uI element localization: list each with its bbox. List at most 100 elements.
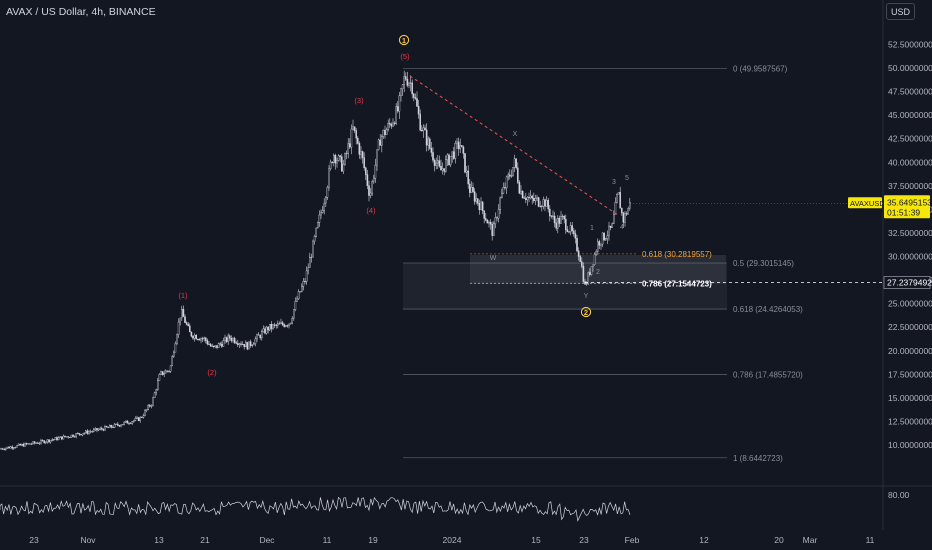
candle-body (112, 426, 114, 428)
candle-body (558, 218, 561, 224)
crosshair-price: 27.2379492 (887, 278, 932, 288)
candle-body (4, 447, 7, 450)
candle-body (267, 326, 270, 331)
candle-body (549, 208, 551, 217)
candle-body (376, 149, 378, 166)
candle-body (408, 83, 410, 86)
candle-body (293, 309, 295, 319)
candle-body (67, 436, 69, 438)
candle-body (273, 324, 276, 326)
candle-body (422, 127, 425, 132)
candle-body (561, 215, 564, 217)
candle-body (201, 338, 204, 340)
candle-body (249, 341, 252, 346)
time-tick: 19 (368, 535, 378, 545)
candle-body (140, 416, 143, 418)
candle-body (357, 137, 359, 144)
candle-body (166, 370, 169, 372)
candle-body (425, 129, 428, 146)
candle-body (424, 127, 426, 131)
candle-body (382, 129, 385, 137)
candle-body (413, 93, 415, 98)
candle-body (334, 155, 337, 164)
candle-body (206, 340, 209, 345)
candle-body (456, 141, 458, 144)
fib-zone-target (470, 255, 726, 284)
candle-body (608, 225, 610, 236)
candle-body (96, 428, 98, 431)
time-tick: Mar (803, 535, 818, 545)
candle-body (286, 325, 289, 327)
candle-body (289, 322, 292, 325)
candle-body (291, 318, 294, 324)
candle-body (261, 331, 263, 339)
candle-body (301, 286, 303, 292)
candle-body (104, 426, 106, 431)
price-tick: 15.0000000 (888, 393, 932, 403)
candle-body (192, 335, 194, 339)
candle-body (566, 229, 569, 232)
candle-body (520, 190, 522, 194)
candle-body (437, 160, 439, 164)
candle-body (592, 264, 594, 267)
candle-body (297, 291, 300, 300)
candle-body (312, 240, 314, 258)
candle-body (172, 351, 175, 357)
candle-body (616, 194, 618, 203)
candle-body (313, 236, 316, 242)
candle-body (158, 374, 161, 381)
candle-body (397, 106, 399, 112)
candle-body (475, 198, 478, 202)
candle-body (100, 428, 103, 430)
candle-body (220, 343, 223, 347)
candle-body (252, 343, 255, 346)
candle-body (1, 448, 4, 450)
candle-body (105, 426, 108, 428)
price-tick: 40.0000000 (888, 157, 932, 167)
currency-button[interactable]: USD (886, 3, 915, 20)
candle-body (337, 155, 340, 161)
candle-body (331, 161, 334, 163)
candle-body (126, 420, 129, 424)
candle-body (145, 409, 148, 411)
candle-body (128, 423, 130, 425)
candle-body (625, 213, 628, 215)
candle-body (512, 167, 514, 176)
candle-body (505, 176, 508, 189)
price-tick: 47.5000000 (888, 87, 932, 97)
candle-body (56, 437, 58, 441)
candle-body (88, 431, 90, 434)
candle-body (542, 199, 545, 207)
candle-body (152, 397, 154, 406)
time-tick: 13 (154, 535, 164, 545)
candle-body (116, 423, 119, 426)
candle-body (489, 222, 492, 225)
candle-body (344, 153, 346, 165)
candle-body (363, 157, 366, 169)
last-price-box (884, 195, 930, 219)
candle-body (536, 197, 538, 199)
candle-body (203, 337, 206, 340)
candle-body (208, 343, 210, 345)
candle-body (86, 430, 89, 434)
candle-body (211, 345, 214, 347)
candle-body (345, 153, 348, 155)
candle-body (27, 443, 30, 445)
candle-body (123, 421, 125, 425)
candle-body (427, 138, 430, 146)
candle-body (200, 338, 202, 341)
candle-body (349, 143, 351, 148)
price-tick: 17.5000000 (888, 369, 932, 379)
candle-body (302, 280, 305, 287)
candle-body (467, 170, 470, 185)
price-tick: 42.5000000 (888, 134, 932, 144)
candle-body (57, 437, 60, 441)
candle-body (414, 97, 417, 99)
candle-body (225, 337, 228, 342)
candle-body (589, 272, 591, 275)
candle-body (550, 215, 553, 217)
candle-body (150, 405, 153, 407)
candle-body (148, 405, 151, 407)
candle-body (421, 130, 423, 132)
